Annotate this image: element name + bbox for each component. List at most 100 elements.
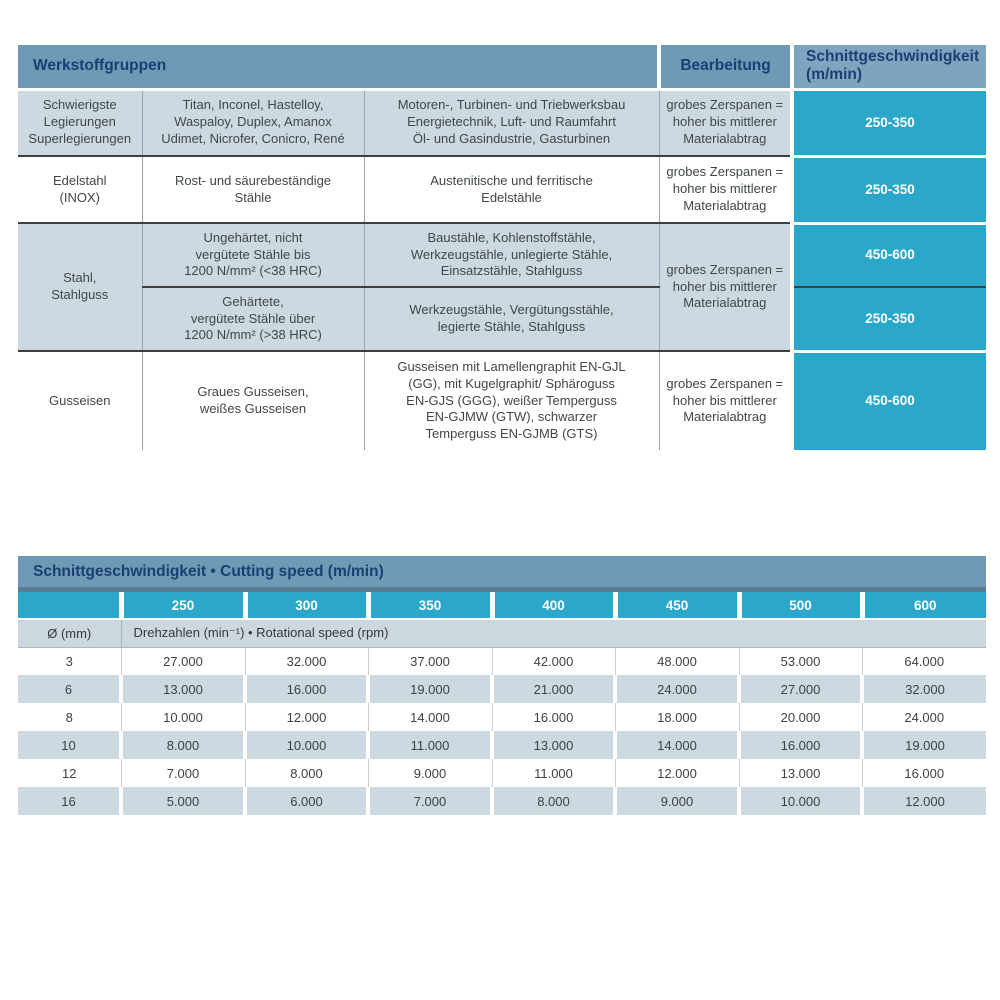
machining-cell: grobes Zerspanen = hoher bis mittlerer M… [658,155,793,223]
rpm-cell: 14.000 [613,731,739,759]
rpm-cell: 9.000 [367,759,492,787]
rpm-cell: 27.000 [120,647,245,675]
rpm-cell: 19.000 [860,731,986,759]
rpm-label: Drehzahlen (min⁻¹) • Rotational speed (r… [120,618,986,648]
rpm-cell: 13.000 [738,759,862,787]
group-cell: Edelstahl (INOX) [18,155,142,223]
cutting-speed-cell: 250-350 [790,154,987,223]
rpm-cell: 11.000 [491,759,615,787]
rpm-cell: 7.000 [366,787,492,815]
rpm-cell: 5.000 [119,787,245,815]
rpm-cell: 9.000 [613,787,739,815]
materials-cell: Graues Gusseisen, weißes Gusseisen [141,350,364,450]
materials-cell: Gehärtete, vergütete Stähle über 1200 N/… [141,286,364,351]
material-row-stahl-soft: Stahl, Stahlguss Ungehärtet, nicht vergü… [18,221,987,351]
material-row-gusseisen: Gusseisen Graues Gusseisen, weißes Gusse… [18,349,987,450]
cutting-speed-section: Schnittgeschwindigkeit • Cutting speed (… [18,556,986,815]
materials-cell: Titan, Inconel, Hastelloy, Waspaloy, Dup… [141,87,364,156]
rpm-cell: 8.000 [490,787,615,815]
machining-cell: grobes Zerspanen = hoher bis mittlerer M… [658,87,793,156]
rpm-cell: 13.000 [119,675,245,703]
speed-column-header: 600 [859,592,986,619]
rpm-cell: 13.000 [490,731,615,759]
speed-row-d3: 3 27.000 32.000 37.000 42.000 48.000 53.… [18,647,986,675]
materials-cell: Ungehärtet, nicht vergütete Stähle bis 1… [141,222,364,287]
rpm-cell: 18.000 [614,703,739,731]
applications-cell: Baustähle, Kohlenstoffstähle, Werkzeugst… [363,222,660,287]
group-cell: Gusseisen [18,350,142,450]
rpm-cell: 42.000 [491,647,615,675]
rpm-cell: 6.000 [243,787,368,815]
speed-row-d10: 10 8.000 10.000 11.000 13.000 14.000 16.… [18,731,986,759]
material-groups-section: Werkstoffgruppen Bearbeitung Schnittgesc… [18,45,987,450]
diameter-cell: 6 [18,675,121,703]
speed-row-d6: 6 13.000 16.000 19.000 21.000 24.000 27.… [18,675,986,703]
speed-header-row: 250 300 350 400 450 500 600 [18,592,986,619]
speed-column-header: 300 [242,592,368,619]
rpm-cell: 12.000 [244,703,368,731]
applications-cell: Gusseisen mit Lamellengraphit EN-GJL (GG… [363,350,660,450]
bearbeitung-header: Bearbeitung [657,45,793,89]
rpm-cell: 20.000 [738,703,862,731]
cutting-speed-cell: 450-600 [790,349,987,450]
rpm-cell: 32.000 [244,647,368,675]
speed-row-d8: 8 10.000 12.000 14.000 16.000 18.000 20.… [18,703,986,731]
cutting-speed-title: Schnittgeschwindigkeit • Cutting speed (… [18,556,986,592]
diameter-label: Ø (mm) [18,618,121,648]
cutting-speed-table: 250 300 350 400 450 500 600 Ø (mm) Drehz… [18,592,986,815]
cutting-speed-cell: 450-600 [790,221,987,287]
speed-column-header: 350 [365,592,492,619]
rpm-cell: 10.000 [737,787,862,815]
diameter-cell: 16 [18,787,121,815]
rpm-cell: 16.000 [861,759,986,787]
rpm-cell: 21.000 [490,675,615,703]
speed-row-d16: 16 5.000 6.000 7.000 8.000 9.000 10.000 … [18,787,986,815]
material-row-stahl-hard: Gehärtete, vergütete Stähle über 1200 N/… [18,286,987,351]
speed-column-header: 500 [736,592,862,619]
rpm-cell: 8.000 [119,731,245,759]
rpm-cell: 10.000 [120,703,245,731]
corner-cell [18,592,121,619]
schnittgeschwindigkeit-header: Schnittgeschwindigkeit (m/min) [790,45,987,89]
diameter-cell: 8 [18,703,121,731]
rpm-cell: 10.000 [243,731,368,759]
rpm-cell: 14.000 [367,703,492,731]
rpm-cell: 16.000 [491,703,615,731]
applications-cell: Motoren-, Turbinen- und Triebwerksbau En… [363,87,660,156]
material-groups-table: Werkstoffgruppen Bearbeitung Schnittgesc… [18,45,987,450]
rpm-cell: 8.000 [244,759,368,787]
speed-column-header: 400 [489,592,615,619]
rpm-cell: 24.000 [861,703,986,731]
rpm-cell: 16.000 [737,731,862,759]
unit-row: Ø (mm) Drehzahlen (min⁻¹) • Rotational s… [18,618,986,648]
speed-column-header: 450 [612,592,739,619]
diameter-cell: 3 [18,647,121,675]
rpm-cell: 24.000 [613,675,739,703]
cutting-speed-cell: 250-350 [790,286,987,351]
applications-cell: Austenitische und ferritische Edelstähle [363,155,660,223]
rpm-cell: 7.000 [120,759,245,787]
rpm-cell: 27.000 [737,675,862,703]
rpm-cell: 19.000 [366,675,492,703]
material-row-superalloys: Schwierigste Legierungen Superlegierunge… [18,87,987,156]
werkstoffgruppen-header: Werkstoffgruppen [18,45,660,89]
diameter-cell: 10 [18,731,121,759]
rpm-cell: 12.000 [860,787,986,815]
cutting-speed-cell: 250-350 [790,87,987,156]
group-cell: Schwierigste Legierungen Superlegierunge… [18,87,142,156]
machining-cell: grobes Zerspanen = hoher bis mittlerer M… [658,350,793,450]
rpm-cell: 37.000 [367,647,492,675]
applications-cell: Werkzeugstähle, Vergütungsstähle, legier… [363,286,660,351]
diameter-cell: 12 [18,759,121,787]
rpm-cell: 48.000 [614,647,739,675]
speed-row-d12: 12 7.000 8.000 9.000 11.000 12.000 13.00… [18,759,986,787]
materials-cell: Rost- und säurebeständige Stähle [141,155,364,223]
rpm-cell: 53.000 [738,647,862,675]
material-table-header-row: Werkstoffgruppen Bearbeitung Schnittgesc… [18,45,987,89]
machining-cell: grobes Zerspanen = hoher bis mittlerer M… [658,222,793,351]
rpm-cell: 11.000 [366,731,492,759]
rpm-cell: 64.000 [861,647,986,675]
rpm-cell: 12.000 [614,759,739,787]
speed-column-header: 250 [118,592,245,619]
